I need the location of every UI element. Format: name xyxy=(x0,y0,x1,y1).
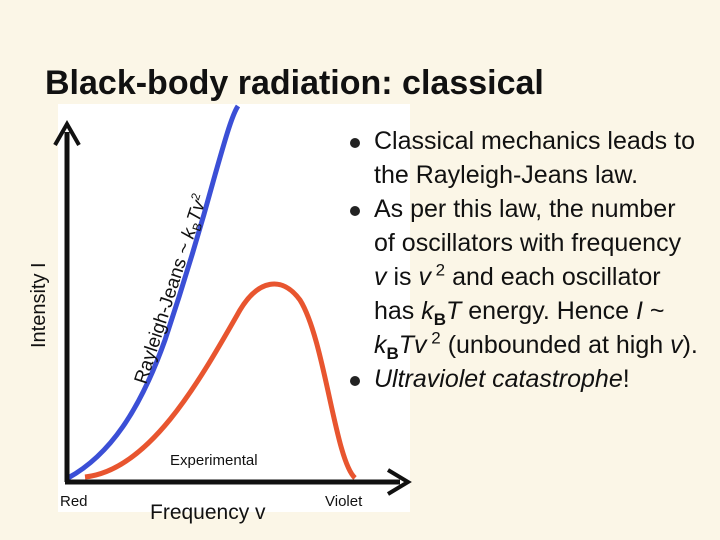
text: B xyxy=(386,344,399,363)
x-axis-arrow xyxy=(386,468,412,496)
rayleigh-jeans-curve xyxy=(66,104,241,481)
x-axis-label: Frequency v xyxy=(150,501,266,524)
text: v xyxy=(374,263,387,291)
slide-title: Black-body radiation: classical xyxy=(45,64,544,102)
text: v xyxy=(418,263,431,291)
y-axis-arrow xyxy=(53,119,81,146)
red-label: Red xyxy=(60,493,88,510)
text: 2 xyxy=(430,260,446,280)
text: k xyxy=(374,331,387,359)
text: and each oscillator has xyxy=(374,263,661,325)
text: (unbounded at high xyxy=(440,331,671,359)
bullet: As per this law, the number of oscillato… xyxy=(350,192,700,362)
text: k xyxy=(421,297,434,325)
text: Tv xyxy=(398,331,427,359)
experimental-curve xyxy=(84,281,357,480)
diagram-panel xyxy=(58,104,410,512)
text: energy. Hence xyxy=(461,297,636,325)
text: B xyxy=(433,310,447,329)
text: T xyxy=(446,297,462,325)
text: v xyxy=(670,331,683,359)
violet-label: Violet xyxy=(325,493,363,510)
y-axis-label: Intensity I xyxy=(28,262,50,348)
text: 2 xyxy=(426,328,441,348)
text: As per this law, the number of oscillato… xyxy=(374,195,682,257)
text: ~ xyxy=(642,297,665,325)
text: ! xyxy=(622,365,630,393)
text: I xyxy=(635,297,643,325)
experimental-label: Experimental xyxy=(170,452,258,469)
text: is xyxy=(386,263,419,291)
text: Classical mechanics leads to the Rayleig… xyxy=(374,127,695,189)
bullet: Classical mechanics leads to the Rayleig… xyxy=(350,124,700,192)
text: Ultraviolet catastrophe xyxy=(374,365,623,393)
bullet-list: Classical mechanics leads to the Rayleig… xyxy=(350,124,700,396)
label-part: B xyxy=(189,221,205,233)
bullet: Ultraviolet catastrophe! xyxy=(350,362,700,396)
text: ). xyxy=(682,331,698,359)
label-part: 2 xyxy=(188,191,203,202)
